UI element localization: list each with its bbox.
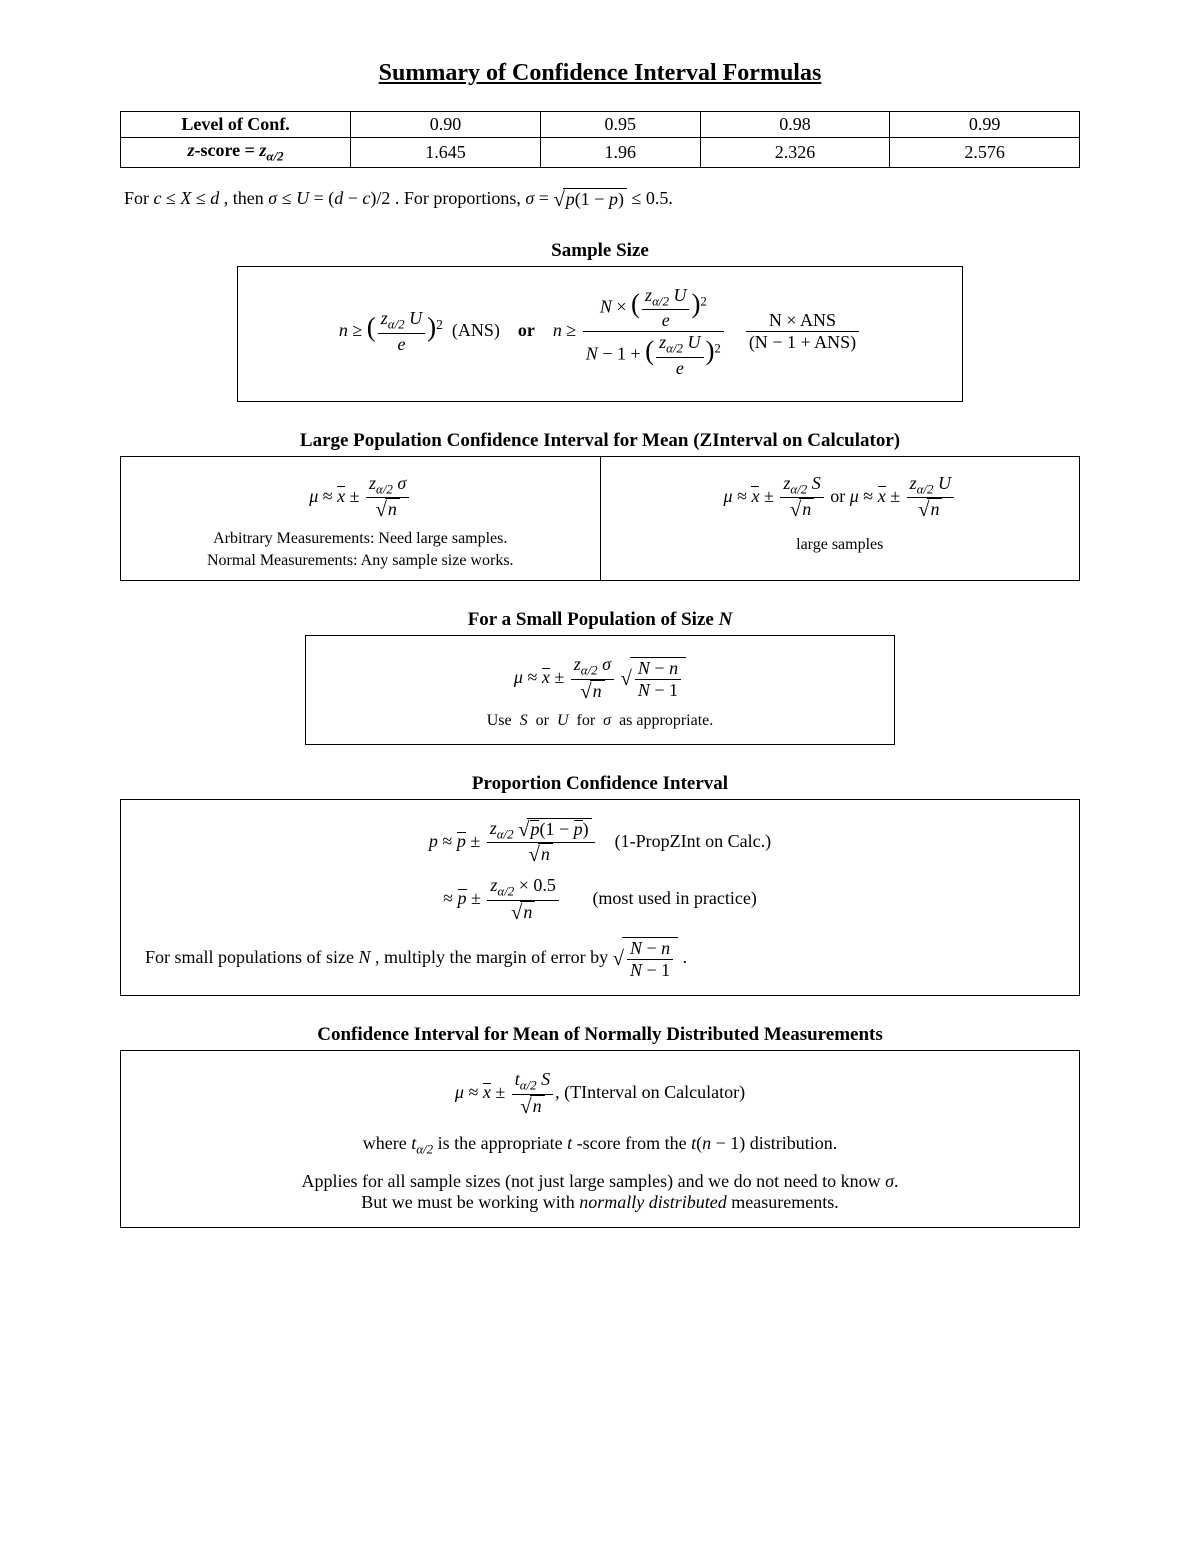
table-cell: 1.96	[540, 138, 700, 168]
sample-size-box: n ≥ ( zα/2 U e )2 (ANS) or n ≥ N × (zα/2…	[237, 266, 962, 402]
table-cell: 0.90	[351, 112, 541, 138]
page-title: Summary of Confidence Interval Formulas	[120, 60, 1080, 87]
table-cell: 0.98	[700, 112, 890, 138]
tinterval-title: Confidence Interval for Mean of Normally…	[120, 1024, 1080, 1046]
zinterval-box: μ ≈ x ± zα/2 σ n Arbitrary Measurements:…	[120, 456, 1080, 582]
zinterval-title: Large Population Confidence Interval for…	[120, 430, 1080, 452]
tinterval-box: μ ≈ x ± tα/2 S n , (TInterval on Calcula…	[120, 1050, 1080, 1228]
bounds-line: For c ≤ X ≤ d , then σ ≤ U = (d − c)/2 .…	[120, 188, 1080, 212]
table-cell: 2.326	[700, 138, 890, 168]
prop-ci-box: p ≈ p ± zα/2 p(1 − p) n (1-PropZInt on C…	[120, 799, 1080, 996]
table-cell: 1.645	[351, 138, 541, 168]
table-cell: 2.576	[890, 138, 1080, 168]
zinterval-left: μ ≈ x ± zα/2 σ n Arbitrary Measurements:…	[121, 457, 601, 581]
small-pop-title: For a Small Population of Size N	[120, 609, 1080, 631]
table-cell: 0.99	[890, 112, 1080, 138]
small-pop-box: μ ≈ x ± zα/2 σ n N − n N − 1 Use S or U …	[305, 635, 896, 745]
zscore-row2-label: z-score = zα/2	[121, 138, 351, 168]
prop-ci-title: Proportion Confidence Interval	[120, 773, 1080, 795]
zinterval-right: μ ≈ x ± zα/2 S n or μ ≈ x ± zα/2 U n lar…	[601, 457, 1080, 581]
sample-size-title: Sample Size	[120, 240, 1080, 262]
zscore-table: Level of Conf. 0.90 0.95 0.98 0.99 z-sco…	[120, 111, 1080, 168]
table-cell: 0.95	[540, 112, 700, 138]
zscore-row1-label: Level of Conf.	[121, 112, 351, 138]
